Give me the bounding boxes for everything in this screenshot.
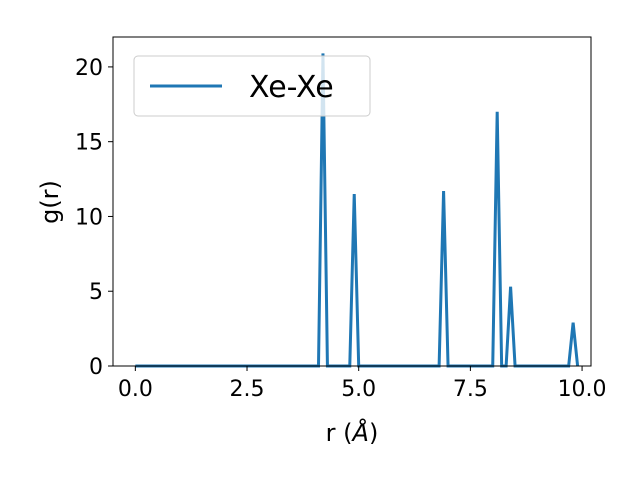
- x-axis-label: r (Å): [326, 418, 379, 447]
- x-axis-label-prefix: r (: [326, 419, 353, 447]
- y-tick-label: 10: [75, 205, 103, 230]
- y-tick-label: 20: [75, 56, 103, 81]
- x-tick-label: 7.5: [453, 377, 488, 402]
- x-axis-label-symbol: Å: [351, 418, 369, 447]
- y-axis-label: g(r): [36, 180, 64, 224]
- y-axis-ticks: 0 5 10 15 20: [75, 56, 113, 380]
- legend: Xe-Xe: [133, 55, 371, 117]
- x-tick-label: 0.0: [118, 377, 153, 402]
- plot-frame: [112, 36, 592, 367]
- legend-box: [133, 55, 371, 117]
- x-axis-label-suffix: ): [369, 419, 378, 447]
- y-tick-label: 5: [89, 280, 103, 305]
- x-tick-label: 10.0: [558, 377, 607, 402]
- y-tick-label: 0: [89, 355, 103, 380]
- y-tick-label: 15: [75, 131, 103, 156]
- x-tick-label: 2.5: [230, 377, 265, 402]
- legend-label-xe-xe: Xe-Xe: [249, 70, 334, 105]
- x-tick-label: 5.0: [341, 377, 376, 402]
- x-axis-ticks: 0.0 2.5 5.0 7.5 10.0: [118, 366, 607, 402]
